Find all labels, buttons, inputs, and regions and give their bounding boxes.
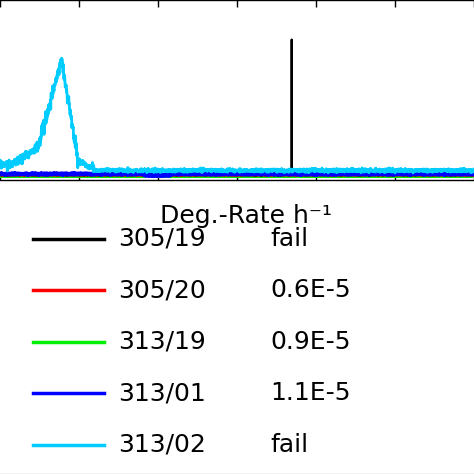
Text: fail: fail [270,227,308,251]
Text: 313/01: 313/01 [118,381,206,405]
Text: 1.1E-5: 1.1E-5 [270,381,351,405]
Text: 305/19: 305/19 [118,227,206,251]
Text: 0.9E-5: 0.9E-5 [270,330,351,354]
Text: 313/02: 313/02 [118,433,206,456]
Text: 305/20: 305/20 [118,278,206,302]
Text: Deg.-Rate h⁻¹: Deg.-Rate h⁻¹ [161,204,332,228]
Text: 313/19: 313/19 [118,330,206,354]
Text: 0.6E-5: 0.6E-5 [270,278,351,302]
Text: fail: fail [270,433,308,456]
